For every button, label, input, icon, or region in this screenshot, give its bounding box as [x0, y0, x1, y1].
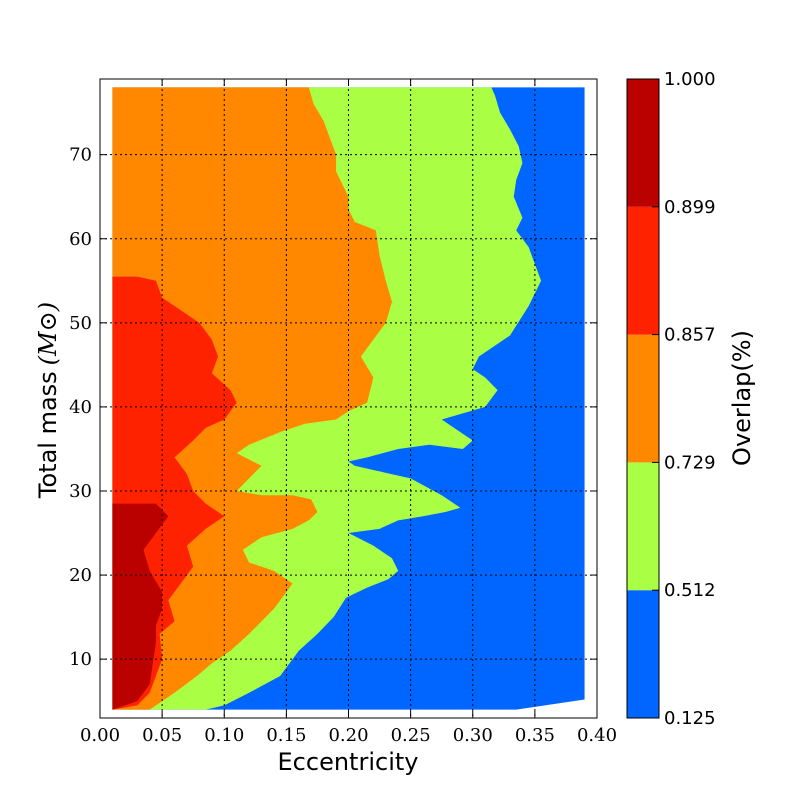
x-tick-label: 0.15 — [266, 725, 306, 746]
colorbar-frame — [626, 78, 660, 719]
y-tick-label: 60 — [69, 229, 92, 250]
y-axis-title: Total mass (M⊙) — [34, 302, 62, 499]
x-tick-label: 0.20 — [328, 725, 368, 746]
colorbar-tick-label: 0.729 — [664, 452, 716, 473]
x-tick-label: 0.25 — [391, 725, 431, 746]
x-tick-label: 0.05 — [142, 725, 182, 746]
colorbar-title: Overlap(%) — [728, 330, 756, 466]
y-tick-label: 30 — [69, 481, 92, 502]
colorbar-segment — [627, 590, 659, 718]
x-axis: 0.00 0.05 0.10 0.15 0.20 0.25 0.30 0.35 0.40 — [80, 79, 617, 746]
colorbar-tick-label: 0.857 — [664, 325, 716, 346]
contour-plot-area — [112, 87, 585, 710]
grid — [100, 79, 597, 718]
colorbar: 0.125 0.512 0.729 0.857 0.899 1.000 — [627, 69, 716, 729]
colorbar-segment — [627, 462, 659, 591]
colorbar-tick-label: 0.125 — [664, 708, 716, 729]
y-tick-label: 40 — [69, 397, 92, 418]
colorbar-tick-label: 0.899 — [664, 197, 716, 218]
colorbar-segment — [627, 79, 659, 207]
x-tick-label: 0.35 — [515, 725, 555, 746]
y-tick-label: 10 — [69, 649, 92, 670]
x-axis-title: Eccentricity — [278, 748, 419, 776]
colorbar-segment — [627, 206, 659, 335]
x-tick-label: 0.00 — [80, 725, 120, 746]
y-tick-label: 70 — [69, 145, 92, 166]
y-axis-title-text: Total mass — [34, 371, 62, 499]
y-tick-label: 20 — [69, 565, 92, 586]
contour-band-0.899–1.000 — [112, 503, 169, 710]
colorbar-segment — [627, 334, 659, 463]
y-axis: 10 20 30 40 50 60 70 — [69, 145, 597, 670]
x-tick-label: 0.40 — [577, 725, 617, 746]
x-tick-label: 0.10 — [204, 725, 244, 746]
y-tick-label: 50 — [69, 313, 92, 334]
colorbar-tick-label: 1.000 — [664, 69, 716, 90]
y-axis-title-unit: (M⊙) — [34, 302, 62, 365]
x-tick-label: 0.30 — [453, 725, 493, 746]
colorbar-tick-label: 0.512 — [664, 580, 716, 601]
